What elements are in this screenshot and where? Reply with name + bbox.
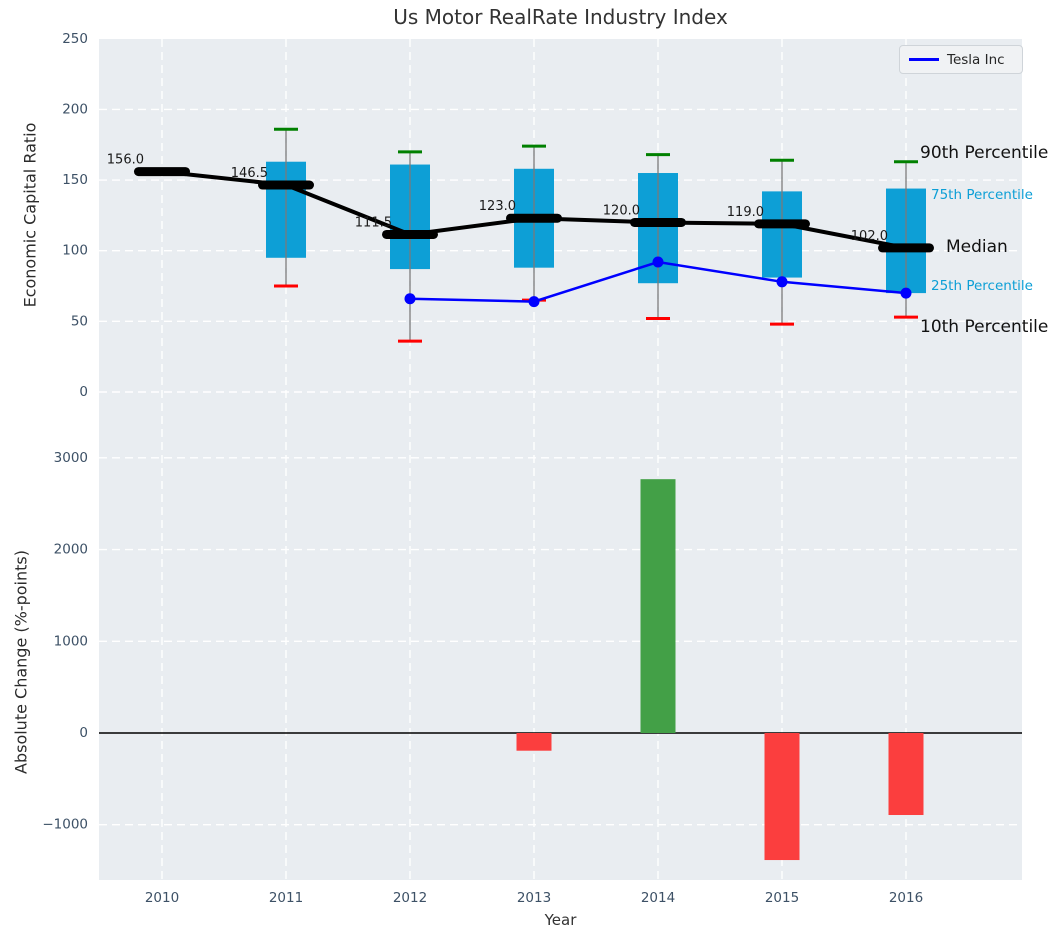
bar-2016 (888, 733, 924, 816)
legend-label: Tesla Inc (947, 51, 1005, 68)
bottom-ytick-0: 0 (79, 725, 88, 741)
annotation-90th-percentile: 90th Percentile (920, 143, 1049, 163)
tesla-point-2014 (652, 256, 664, 268)
tesla-point-2013 (528, 296, 540, 308)
top-ytick-150: 150 (62, 172, 88, 188)
annotation-median: Median (946, 237, 1008, 257)
bottom-y-axis-label: Absolute Change (%-points) (11, 550, 31, 774)
bottom-ytick--1000: −1000 (42, 817, 88, 833)
top-ytick-200: 200 (62, 101, 88, 117)
annotation-25th-percentile: 25th Percentile (931, 278, 1033, 294)
median-dash-2016 (878, 243, 934, 253)
legend-line-sample (909, 58, 939, 61)
median-dash-2013 (506, 213, 562, 223)
legend: Tesla Inc (899, 45, 1023, 74)
top-ytick-0: 0 (79, 384, 88, 400)
xtick-2012: 2012 (393, 890, 427, 906)
xtick-2010: 2010 (145, 890, 179, 906)
annotation-75th-percentile: 75th Percentile (931, 187, 1033, 203)
median-value-label-2011: 146.5 (231, 166, 268, 181)
top-y-axis-label: Economic Capital Ratio (20, 122, 40, 308)
median-value-label-2010: 156.0 (107, 153, 144, 168)
median-value-label-2012: 111.5 (355, 215, 392, 230)
annotation-10th-percentile: 10th Percentile (920, 317, 1049, 337)
median-dash-2010 (134, 167, 190, 177)
median-value-label-2016: 102.0 (851, 229, 888, 244)
median-dash-2011 (258, 180, 314, 190)
top-ytick-50: 50 (71, 313, 88, 329)
xtick-2016: 2016 (889, 890, 923, 906)
chart-title: Us Motor RealRate Industry Index (393, 5, 728, 29)
median-dash-2012 (382, 229, 438, 239)
median-dash-2014 (630, 217, 686, 227)
bar-2013 (516, 733, 552, 751)
tesla-point-2015 (776, 276, 788, 288)
xtick-2015: 2015 (765, 890, 799, 906)
xtick-2014: 2014 (641, 890, 675, 906)
x-axis-label: Year (544, 911, 577, 929)
bottom-ytick-1000: 1000 (54, 633, 88, 649)
plot-background (99, 39, 1022, 880)
tesla-point-2012 (404, 293, 416, 305)
median-value-label-2015: 119.0 (727, 205, 764, 220)
xtick-2011: 2011 (269, 890, 303, 906)
xtick-2013: 2013 (517, 890, 551, 906)
bar-2015 (764, 733, 800, 861)
bar-2014 (640, 479, 676, 733)
bottom-ytick-2000: 2000 (54, 542, 88, 558)
tesla-point-2016 (900, 287, 912, 299)
top-ytick-250: 250 (62, 31, 88, 47)
median-dash-2015 (754, 219, 810, 229)
median-value-label-2014: 120.0 (603, 203, 640, 218)
top-ytick-100: 100 (62, 243, 88, 259)
median-value-label-2013: 123.0 (479, 199, 516, 214)
bottom-ytick-3000: 3000 (54, 450, 88, 466)
